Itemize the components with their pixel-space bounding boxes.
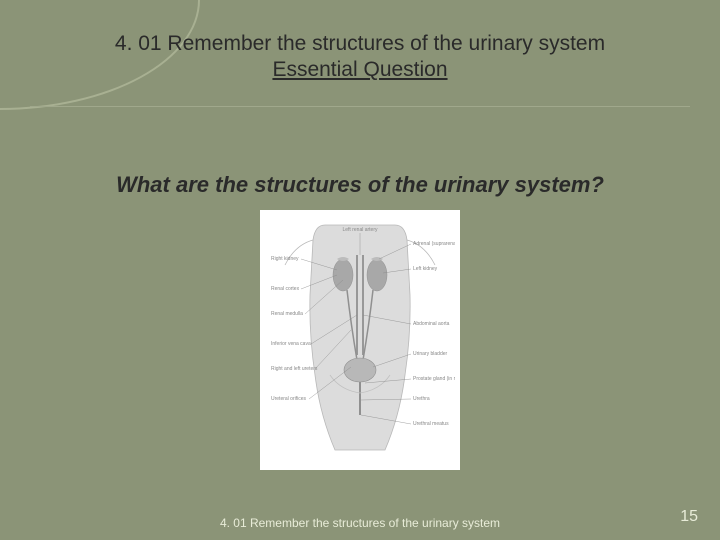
diagram-label: Urethral meatus (413, 421, 449, 427)
diagram-label: Right kidney (271, 256, 299, 262)
diagram-label: Abdominal aorta (413, 321, 450, 327)
title-divider (30, 106, 690, 107)
diagram-label: Urethra (413, 396, 430, 402)
diagram-label: Ureteral orifices (271, 396, 307, 402)
diagram-label: Inferior vena cava (271, 341, 311, 347)
diagram-label: Adrenal (suprarenal) glands (413, 241, 455, 247)
urinary-system-illustration: Left renal artery Right kidney Renal cor… (265, 215, 455, 465)
title-line-1: 4. 01 Remember the structures of the uri… (0, 32, 720, 56)
title-line-2: Essential Question (0, 58, 720, 82)
essential-question-text: What are the structures of the urinary s… (0, 172, 720, 198)
title-block: 4. 01 Remember the structures of the uri… (0, 32, 720, 82)
diagram-label: Renal cortex (271, 286, 300, 292)
diagram-label: Prostate gland (in males) (413, 376, 455, 382)
footer-text: 4. 01 Remember the structures of the uri… (0, 516, 720, 530)
diagram-label-top: Left renal artery (342, 227, 378, 233)
diagram-label: Right and left ureters (271, 366, 318, 372)
anatomy-diagram: Left renal artery Right kidney Renal cor… (260, 210, 460, 470)
slide-number: 15 (680, 508, 698, 526)
diagram-label: Urinary bladder (413, 351, 448, 357)
diagram-label: Renal medulla (271, 311, 303, 317)
diagram-label: Left kidney (413, 266, 438, 272)
